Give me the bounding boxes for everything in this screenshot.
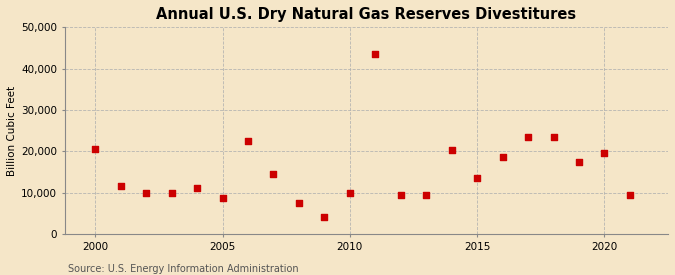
Y-axis label: Billion Cubic Feet: Billion Cubic Feet [7, 86, 17, 176]
Point [141, 190, 152, 195]
Text: Source: U.S. Energy Information Administration: Source: U.S. Energy Information Administ… [68, 264, 298, 274]
Point [90, 147, 101, 152]
Title: Annual U.S. Dry Natural Gas Reserves Divestitures: Annual U.S. Dry Natural Gas Reserves Div… [157, 7, 576, 22]
Point [421, 192, 431, 197]
Point [624, 192, 635, 197]
Point [192, 186, 202, 191]
Point [217, 195, 228, 200]
Point [242, 139, 253, 143]
Point [268, 172, 279, 176]
Point [446, 148, 457, 153]
Point [166, 190, 177, 195]
Point [294, 201, 304, 205]
Point [599, 151, 610, 156]
Point [548, 134, 559, 139]
Point [522, 134, 533, 139]
Point [370, 52, 381, 56]
Point [497, 155, 508, 160]
Point [115, 184, 126, 189]
Point [319, 215, 330, 219]
Point [472, 176, 483, 180]
Point [396, 192, 406, 197]
Point [344, 190, 355, 195]
Point [574, 160, 585, 164]
